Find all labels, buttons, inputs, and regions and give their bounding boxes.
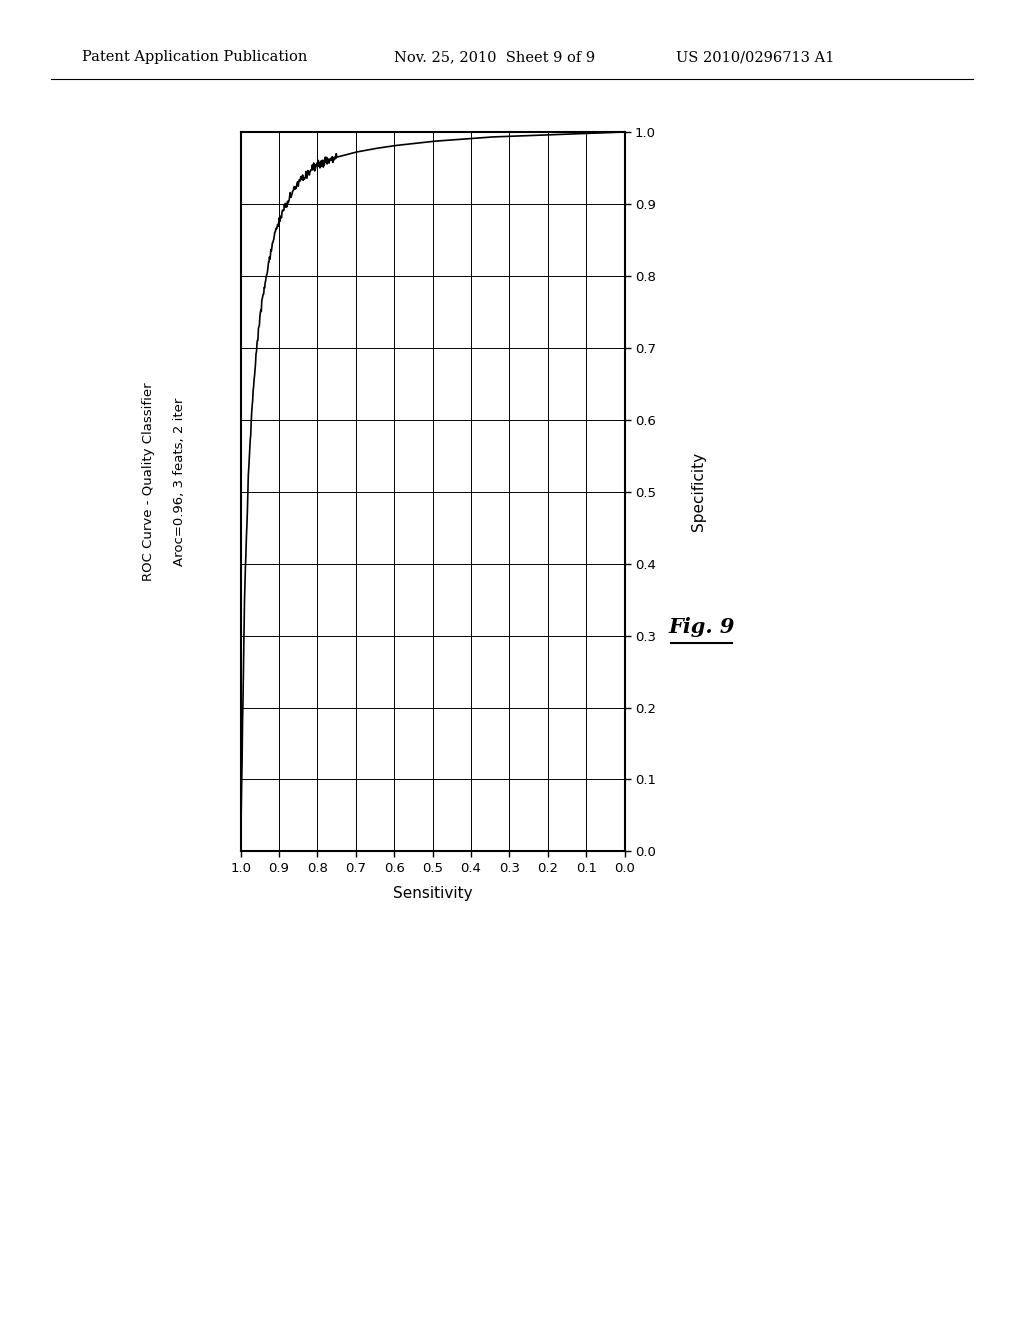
Text: US 2010/0296713 A1: US 2010/0296713 A1: [676, 50, 835, 65]
Y-axis label: Specificity: Specificity: [691, 453, 706, 531]
Text: Aroc=0.96, 3 feats, 2 iter: Aroc=0.96, 3 feats, 2 iter: [173, 397, 185, 566]
Text: Fig. 9: Fig. 9: [669, 616, 734, 638]
Text: Patent Application Publication: Patent Application Publication: [82, 50, 307, 65]
Text: Nov. 25, 2010  Sheet 9 of 9: Nov. 25, 2010 Sheet 9 of 9: [394, 50, 595, 65]
X-axis label: Sensitivity: Sensitivity: [393, 886, 472, 902]
Text: ROC Curve - Quality Classifier: ROC Curve - Quality Classifier: [142, 383, 155, 581]
